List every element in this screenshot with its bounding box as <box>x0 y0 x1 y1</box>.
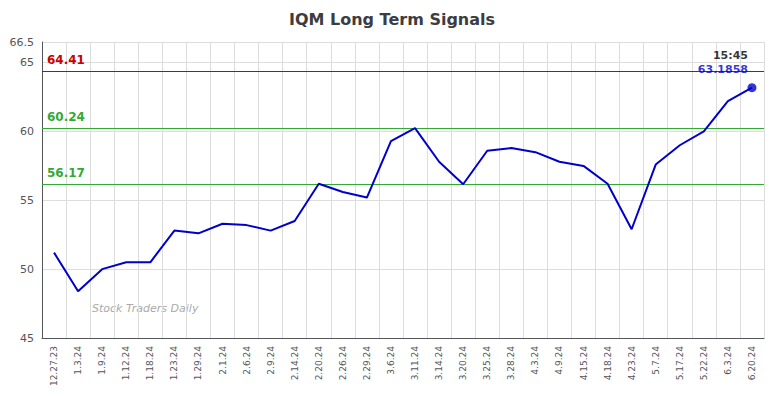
svg-text:5.22.24: 5.22.24 <box>699 346 709 381</box>
svg-text:56.17: 56.17 <box>47 166 85 180</box>
svg-text:50: 50 <box>20 263 34 276</box>
svg-text:63.1858: 63.1858 <box>698 63 748 76</box>
svg-text:1.23.24: 1.23.24 <box>169 346 179 381</box>
svg-text:1.3.24: 1.3.24 <box>73 346 83 375</box>
svg-text:4.23.24: 4.23.24 <box>627 346 637 381</box>
svg-text:4.15.24: 4.15.24 <box>579 346 589 381</box>
svg-text:6.3.24: 6.3.24 <box>723 346 733 375</box>
svg-text:1.12.24: 1.12.24 <box>121 346 131 381</box>
svg-text:2.20.24: 2.20.24 <box>314 346 324 381</box>
svg-text:3.6.24: 3.6.24 <box>386 346 396 375</box>
svg-text:1.18.24: 1.18.24 <box>145 346 155 381</box>
svg-text:3.11.24: 3.11.24 <box>410 346 420 381</box>
svg-text:2.6.24: 2.6.24 <box>242 346 252 375</box>
svg-text:55: 55 <box>20 194 34 207</box>
svg-text:3.28.24: 3.28.24 <box>506 346 516 381</box>
svg-text:45: 45 <box>20 332 34 345</box>
svg-text:4.9.24: 4.9.24 <box>554 346 564 375</box>
svg-text:2.29.24: 2.29.24 <box>362 346 372 381</box>
svg-text:3.20.24: 3.20.24 <box>458 346 468 381</box>
svg-text:2.9.24: 2.9.24 <box>266 346 276 375</box>
svg-text:1.9.24: 1.9.24 <box>97 346 107 375</box>
svg-text:1.29.24: 1.29.24 <box>193 346 203 381</box>
svg-text:2.26.24: 2.26.24 <box>338 346 348 381</box>
svg-text:5.17.24: 5.17.24 <box>675 346 685 381</box>
svg-text:66.5: 66.5 <box>10 36 35 49</box>
svg-text:2.1.24: 2.1.24 <box>218 346 228 375</box>
svg-text:65: 65 <box>20 56 34 69</box>
svg-text:2.14.24: 2.14.24 <box>290 346 300 381</box>
svg-text:3.14.24: 3.14.24 <box>434 346 444 381</box>
svg-text:60.24: 60.24 <box>47 110 85 124</box>
svg-text:6.20.24: 6.20.24 <box>747 346 757 381</box>
svg-text:60: 60 <box>20 125 34 138</box>
svg-text:3.25.24: 3.25.24 <box>482 346 492 381</box>
svg-text:64.41: 64.41 <box>47 53 85 67</box>
svg-text:4.18.24: 4.18.24 <box>603 346 613 381</box>
svg-text:Stock Traders Daily: Stock Traders Daily <box>92 302 199 315</box>
svg-text:12.27.23: 12.27.23 <box>49 346 59 386</box>
svg-text:15:45: 15:45 <box>713 49 748 62</box>
svg-text:IQM Long Term Signals: IQM Long Term Signals <box>289 10 495 29</box>
svg-text:5.7.24: 5.7.24 <box>651 346 661 375</box>
svg-text:4.3.24: 4.3.24 <box>530 346 540 375</box>
